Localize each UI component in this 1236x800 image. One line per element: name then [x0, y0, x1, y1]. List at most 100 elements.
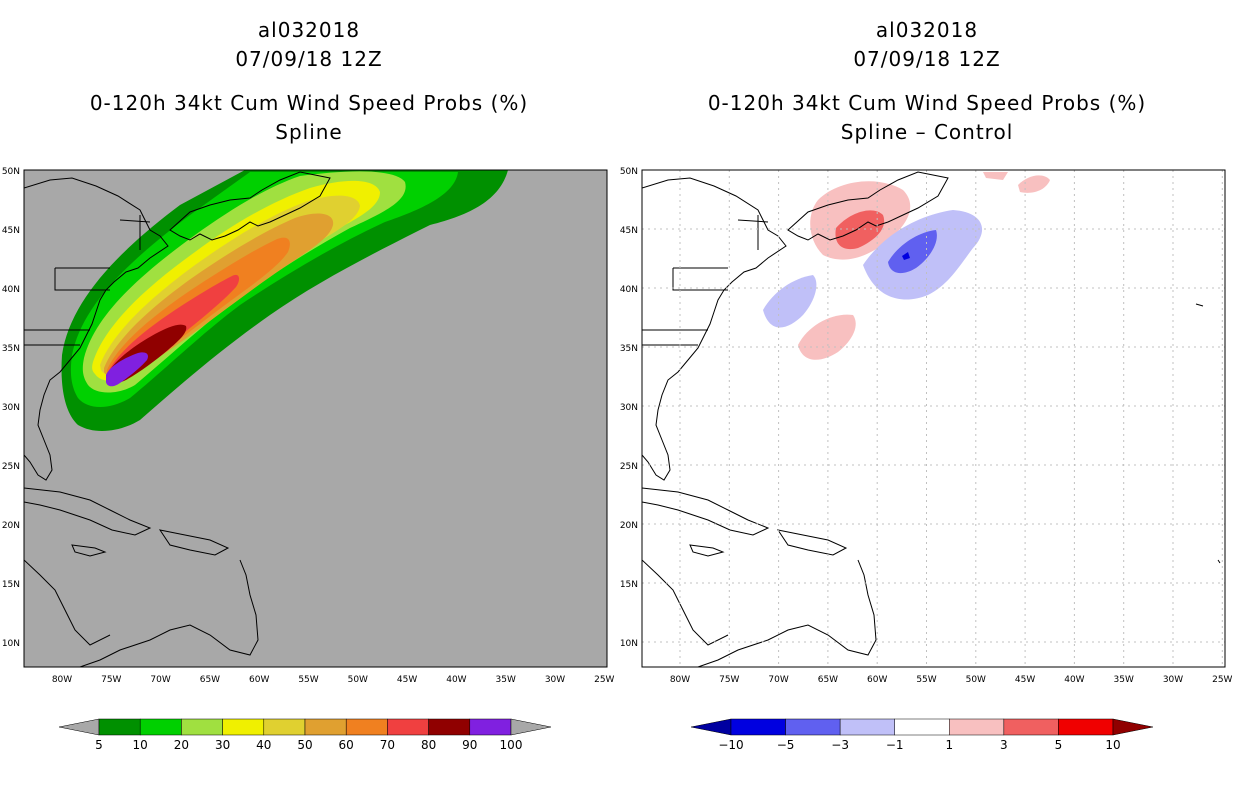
difference-map: 80W 75W 70W 65W 60W 55W 50W 45W 40W 35W 30W 25W 50N…: [620, 167, 1233, 685]
lat-tick-label: 40N: [2, 285, 20, 295]
diff-contour-pos-3: [835, 210, 885, 250]
colorbar-segment: [1058, 718, 1114, 736]
lon-tick-label: 45W: [397, 675, 417, 685]
lon-tick-label: 25W: [594, 675, 614, 685]
colorbar-segment: [839, 718, 895, 736]
diff-contour-neg-5: [902, 252, 910, 260]
lon-tick-label: 30W: [545, 675, 565, 685]
lon-tick-label: 80W: [670, 675, 690, 685]
colorbar-label: 50: [297, 738, 312, 752]
colorbar-label: 80: [421, 738, 436, 752]
diff-contour-pos-1: [1018, 175, 1050, 193]
lon-tick-label: 60W: [867, 675, 887, 685]
colorbar-under-triangle: [690, 718, 732, 736]
product-title: 0-120h 34kt Cum Wind Speed Probs (%): [707, 91, 1147, 115]
coastline: [24, 171, 331, 667]
colorbar-label: 30: [215, 738, 230, 752]
lon-tick-label: 40W: [1064, 675, 1084, 685]
left-panel: al032018 07/09/18 12Z 0-120h 34kt Cum Wi…: [2, 18, 615, 752]
colorbar-segment: [263, 718, 306, 736]
lat-tick-label: 30N: [2, 403, 20, 413]
diff-contour-pos-1: [983, 172, 1008, 180]
lat-tick-label: 50N: [2, 167, 20, 177]
colorbar-segment: [222, 718, 265, 736]
lon-tick-label: 75W: [101, 675, 121, 685]
longitude-labels: 80W 75W 70W 65W 60W 55W 50W 45W 40W 35W 30W 25W: [670, 675, 1233, 685]
colorbar-label: 1: [945, 738, 953, 752]
lat-tick-label: 45N: [620, 226, 638, 236]
colorbar-label: 5: [1055, 738, 1063, 752]
lon-tick-label: 70W: [150, 675, 170, 685]
lat-tick-label: 20N: [2, 521, 20, 531]
colorbar-label: −5: [777, 738, 795, 752]
colorbar: 5 10 20 30 40 50 60 70 80 90 100: [58, 718, 552, 752]
colorbar-segment: [139, 718, 182, 736]
lon-tick-label: 55W: [298, 675, 318, 685]
lat-tick-label: 35N: [620, 344, 638, 354]
lon-tick-label: 35W: [496, 675, 516, 685]
lon-tick-label: 50W: [966, 675, 986, 685]
lon-tick-label: 65W: [818, 675, 838, 685]
method-title: Spline: [275, 120, 343, 144]
colorbar-segment: [785, 718, 841, 736]
forecast-date: 07/09/18 12Z: [853, 47, 1001, 71]
lat-tick-label: 40N: [620, 285, 638, 295]
colorbar-segment: [345, 718, 388, 736]
lat-tick-label: 50N: [620, 167, 638, 177]
probability-map: 80W 75W 70W 65W 60W 55W 50W 45W 40W 35W 30W 25W 50N…: [2, 167, 615, 685]
method-title: Spline – Control: [840, 120, 1014, 144]
map-frame: [23, 169, 608, 668]
lon-tick-label: 60W: [249, 675, 269, 685]
storm-id: al032018: [875, 18, 979, 42]
map-frame: [641, 169, 1226, 668]
product-title: 0-120h 34kt Cum Wind Speed Probs (%): [89, 91, 529, 115]
lat-tick-label: 25N: [620, 462, 638, 472]
colorbar-over-triangle: [510, 718, 552, 736]
lon-tick-label: 50W: [348, 675, 368, 685]
diff-contour-pos-1: [798, 314, 856, 360]
colorbar-label: 90: [462, 738, 477, 752]
prob-contour-90: [106, 352, 148, 387]
diff-contour-neg-3: [888, 230, 937, 274]
colorbar-label: −1: [886, 738, 904, 752]
colorbar-label: 70: [380, 738, 395, 752]
lon-tick-label: 70W: [768, 675, 788, 685]
colorbar-label: 10: [133, 738, 148, 752]
colorbar-label: 10: [1105, 738, 1120, 752]
coastline: [642, 171, 1221, 667]
lon-tick-label: 40W: [446, 675, 466, 685]
lon-tick-label: 45W: [1015, 675, 1035, 685]
lon-tick-label: 80W: [52, 675, 72, 685]
lat-tick-label: 20N: [620, 521, 638, 531]
right-panel: al032018 07/09/18 12Z 0-120h 34kt Cum Wi…: [618, 0, 1236, 800]
lat-tick-label: 25N: [2, 462, 20, 472]
colorbar-label: 3: [1000, 738, 1008, 752]
graticule: [642, 170, 1225, 667]
colorbar-label: 20: [174, 738, 189, 752]
lon-tick-label: 55W: [916, 675, 936, 685]
colorbar-segment: [949, 718, 1005, 736]
colorbar-label: 5: [95, 738, 103, 752]
lon-tick-label: 25W: [1212, 675, 1232, 685]
colorbar-segment: [730, 718, 786, 736]
forecast-date: 07/09/18 12Z: [235, 47, 383, 71]
colorbar-segment: [98, 718, 141, 736]
longitude-labels: 80W 75W 70W 65W 60W 55W 50W 45W 40W 35W 30W 25W: [52, 675, 615, 685]
colorbar-segment: [1003, 718, 1059, 736]
lat-tick-label: 15N: [2, 580, 20, 590]
lat-tick-label: 35N: [2, 344, 20, 354]
lat-tick-label: 30N: [620, 403, 638, 413]
diff-contour-neg-1: [763, 275, 817, 328]
lon-tick-label: 75W: [719, 675, 739, 685]
colorbar-segment: [428, 718, 471, 736]
lat-tick-label: 10N: [620, 639, 638, 649]
colorbar-over-triangle: [1112, 718, 1154, 736]
colorbar-label: 60: [339, 738, 354, 752]
colorbar-segment: [894, 718, 950, 736]
colorbar-segment: [469, 718, 512, 736]
lon-tick-label: 35W: [1114, 675, 1134, 685]
lon-tick-label: 30W: [1163, 675, 1183, 685]
colorbar-segment: [181, 718, 223, 736]
colorbar-under-triangle: [58, 718, 100, 736]
colorbar: −10 −5 −3 −1 1 3 5 10: [690, 718, 1154, 752]
